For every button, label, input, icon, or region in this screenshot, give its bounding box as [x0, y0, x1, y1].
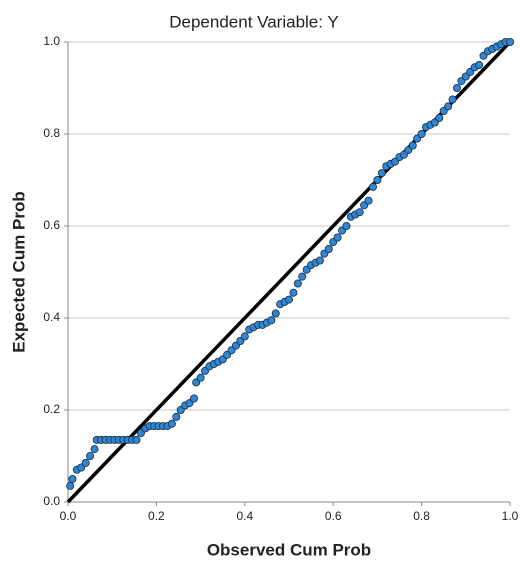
chart-title: Dependent Variable: Y [169, 12, 339, 31]
point [189, 394, 198, 403]
point [81, 458, 90, 467]
point [444, 102, 453, 111]
point [377, 169, 386, 178]
point [172, 412, 181, 421]
y-axis-label: Expected Cum Prob [9, 191, 28, 353]
point [315, 256, 324, 265]
point [132, 435, 141, 444]
point [364, 196, 373, 205]
point [267, 316, 276, 325]
x-tick-label: 0.8 [413, 509, 430, 523]
point [435, 113, 444, 122]
point [293, 279, 302, 288]
y-tick-label: 0.8 [43, 126, 60, 140]
point [86, 451, 95, 460]
point [373, 175, 382, 184]
point [333, 233, 342, 242]
x-axis-label: Observed Cum Prob [207, 540, 371, 559]
y-tick-label: 0.2 [43, 402, 60, 416]
point [368, 182, 377, 191]
point [271, 309, 280, 318]
point [68, 474, 77, 483]
point [324, 244, 333, 253]
y-tick-label: 1.0 [43, 34, 60, 48]
point [475, 61, 484, 70]
point [452, 84, 461, 93]
point [90, 445, 99, 454]
point [240, 332, 249, 341]
point [342, 221, 351, 230]
x-tick-label: 0.2 [148, 509, 165, 523]
y-tick-label: 0.6 [43, 218, 60, 232]
point [355, 208, 364, 217]
y-tick-label: 0.4 [43, 310, 60, 324]
point [289, 288, 298, 297]
point [66, 481, 75, 490]
y-tick-label: 0.0 [43, 494, 60, 508]
x-tick-label: 0.4 [236, 509, 253, 523]
point [196, 373, 205, 382]
point [167, 419, 176, 428]
point [448, 95, 457, 104]
x-tick-label: 1.0 [502, 509, 519, 523]
point [408, 141, 417, 150]
x-tick-label: 0.6 [325, 509, 342, 523]
point [417, 129, 426, 138]
point [298, 272, 307, 281]
point [505, 38, 514, 47]
point [284, 295, 293, 304]
x-tick-label: 0.0 [60, 509, 77, 523]
